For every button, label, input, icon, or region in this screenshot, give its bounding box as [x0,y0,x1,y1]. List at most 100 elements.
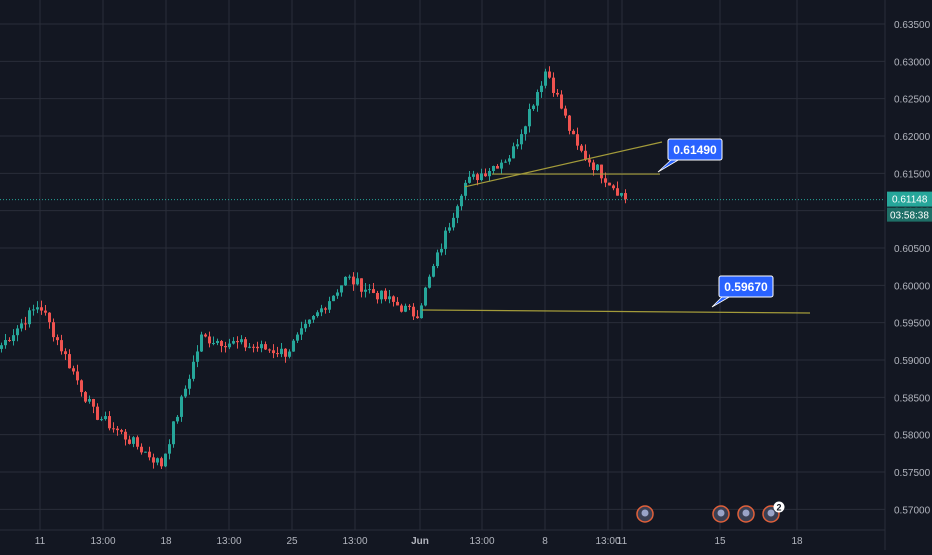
candle-down [128,435,131,445]
y-tick-label: 0.59000 [894,356,931,367]
candle-up [188,374,191,395]
candle-down [496,164,499,169]
event-icon[interactable] [636,505,654,523]
candle-up [448,222,451,234]
y-tick-label: 0.60000 [894,281,931,292]
candle-up [156,457,159,466]
candle-down [116,425,119,436]
candle-down [8,337,11,342]
y-tick-label: 0.63500 [894,20,931,31]
candle-up [228,338,231,350]
candle-up [176,415,179,424]
candle-up [100,416,103,422]
candle-up [280,342,283,358]
candle-up [4,333,7,349]
candle-down [160,456,163,469]
candle-down [76,364,79,385]
candle-up [436,249,439,269]
rising-trendline[interactable] [464,141,663,188]
candle-down [604,172,607,188]
candle-down [208,331,211,348]
y-tick-label: 0.62500 [894,95,931,106]
candle-down [244,336,247,352]
x-tick-label: 11 [35,536,46,547]
overlays[interactable]: 0.61148 03:58:38 0.61490 0.59670 2 [0,138,932,523]
candle-down [608,182,611,186]
candle-up [344,276,347,286]
candle-up [240,335,243,345]
candle-down [92,398,95,414]
candle-up [332,295,335,302]
candle-down [416,310,419,319]
candle-down [112,422,115,433]
candle-down [44,305,47,316]
price-callout[interactable]: 0.61490 [657,138,723,173]
candle-up [308,319,311,327]
candle-up [104,411,107,421]
candle-up [420,303,423,319]
candle-down [588,154,591,167]
candle-down [616,181,619,196]
support-line-0.5967[interactable] [421,309,811,314]
candle-up [288,349,291,359]
trend-lines[interactable] [421,141,811,314]
y-tick-label: 0.62000 [894,132,931,143]
candle-down [476,172,479,186]
candle-down [564,105,567,119]
candle-down [136,435,139,450]
candle-down [68,349,71,369]
candle-up [260,340,263,353]
candle-up [312,314,315,323]
x-tick-label: 13:00 [595,536,620,547]
candle-down [484,168,487,177]
event-icon[interactable] [712,505,730,523]
candle-down [220,339,223,353]
candle-down [40,300,43,315]
candle-up [172,421,175,448]
candle-down [56,334,59,346]
callout-label: 0.59670 [724,280,768,294]
countdown-label: 03:58:38 [890,211,929,222]
candle-up [380,290,383,304]
candle-down [140,443,143,455]
candle-down [80,379,83,397]
price-callout[interactable]: 0.59670 [711,275,774,308]
candle-up [456,204,459,224]
candle-down [284,348,287,363]
candle-down [268,348,271,353]
event-icon[interactable] [737,505,755,523]
candle-up [20,318,23,332]
candle-down [592,159,595,176]
candle-down [272,344,275,359]
price-axis[interactable]: 0.635000.630000.625000.620000.615000.610… [894,20,931,516]
event-icon[interactable]: 2 [762,501,785,523]
candle-down [612,184,615,191]
candle-down [60,334,63,355]
candle-up [336,289,339,299]
y-tick-label: 0.59500 [894,319,931,330]
candle-up [508,155,511,165]
candle-down [120,428,123,435]
candle-down [48,312,51,329]
x-tick-label: 11 [617,536,628,547]
candle-up [340,285,343,297]
candle-up [524,125,527,141]
y-tick-label: 0.57500 [894,468,931,479]
candle-up [296,332,299,343]
candle-down [584,144,587,161]
candle-up [200,331,203,353]
candle-down [408,304,411,311]
candle-down [560,90,563,110]
candle-up [88,395,91,404]
candle-up [292,339,295,352]
candle-down [400,303,403,313]
candle-up [368,284,371,294]
candle-down [548,66,551,79]
candle-up [472,170,475,180]
candle-up [16,325,19,342]
candle-down [568,114,571,135]
x-tick-label: 18 [791,536,803,547]
